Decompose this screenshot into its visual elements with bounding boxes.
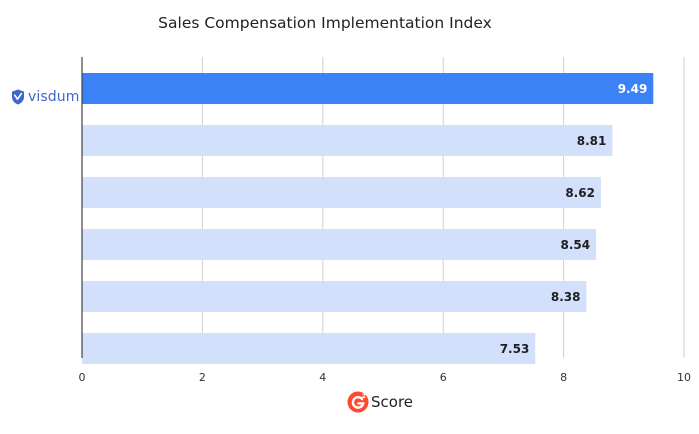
x-tick-label: 8: [560, 371, 567, 384]
x-tick-label: 2: [199, 371, 206, 384]
bar: [82, 281, 587, 312]
g2-score-label: Score: [371, 393, 414, 411]
bar-value-label: 8.54: [560, 238, 590, 252]
bar-value-label: 7.53: [500, 342, 530, 356]
g2-superscript: 2: [362, 392, 367, 400]
bar: [82, 177, 601, 208]
visdum-label: visdum: [28, 89, 80, 105]
bar-value-label: 8.38: [551, 290, 581, 304]
x-tick-label: 4: [319, 371, 326, 384]
bar: [82, 229, 597, 260]
bar-value-label: 8.81: [577, 134, 607, 148]
bar-value-label: 8.62: [565, 186, 595, 200]
chart-title: Sales Compensation Implementation Index: [158, 14, 492, 32]
g2-score-logo: 2 Score: [347, 391, 413, 413]
g2-logo-icon: 2: [347, 391, 369, 413]
bar: [82, 125, 613, 156]
x-tick-label: 0: [79, 371, 86, 384]
bar: [82, 73, 654, 104]
x-tick-label: 6: [440, 371, 447, 384]
bar: [82, 333, 536, 364]
visdum-shield-icon: [12, 89, 24, 105]
bar-value-label: 9.49: [618, 82, 648, 96]
visdum-logo: visdum: [11, 87, 79, 107]
x-tick-label: 10: [677, 371, 691, 384]
